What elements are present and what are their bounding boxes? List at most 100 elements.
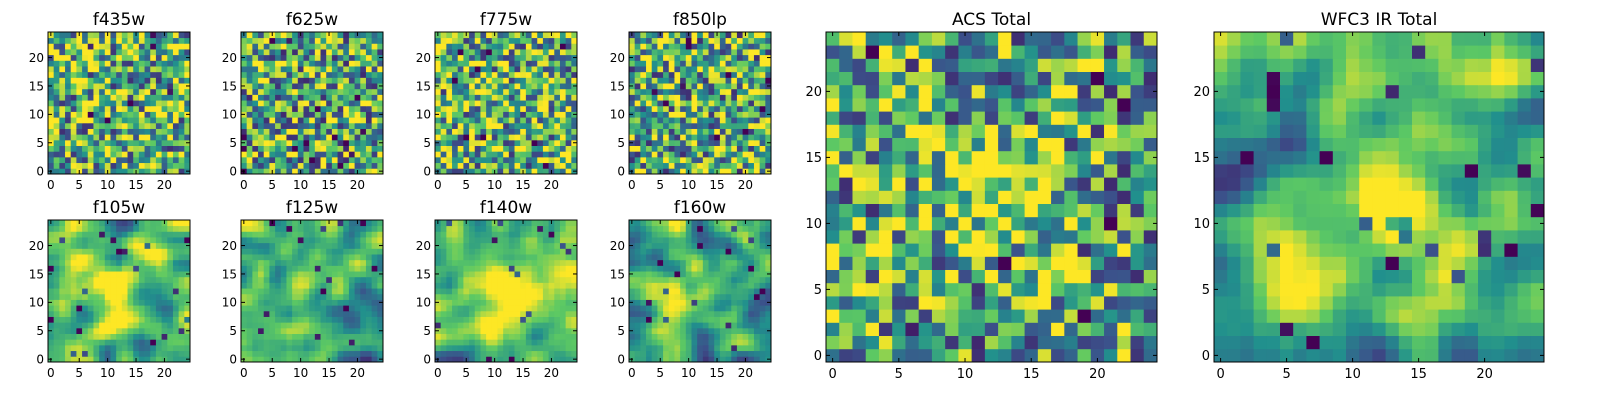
heatmap-cell	[725, 156, 732, 164]
heatmap-cell	[548, 43, 555, 50]
x-tick-label: 10	[293, 178, 308, 192]
heatmap-cell	[292, 322, 299, 329]
heatmap-cell	[360, 117, 367, 124]
heatmap-cell	[491, 105, 498, 112]
heatmap-cell	[474, 54, 481, 61]
heatmap-cell	[1332, 296, 1347, 310]
heatmap-cell	[503, 83, 510, 90]
heatmap-cell	[1464, 124, 1479, 138]
heatmap-cell	[48, 316, 55, 323]
heatmap-cell	[736, 60, 743, 67]
heatmap-cell	[292, 276, 299, 283]
heatmap-cell	[646, 77, 653, 84]
heatmap-cell	[87, 139, 94, 146]
heatmap-cell	[59, 322, 66, 329]
heatmap-cell	[258, 100, 265, 107]
heatmap-cell	[931, 150, 946, 165]
heatmap-cell	[133, 71, 140, 78]
heatmap-cell	[691, 105, 698, 112]
heatmap-cell	[1425, 124, 1439, 138]
heatmap-cell	[241, 350, 248, 357]
heatmap-cell	[520, 105, 527, 112]
heatmap-cell	[491, 156, 498, 164]
heatmap-cell	[1346, 296, 1360, 310]
heatmap-cell	[765, 66, 772, 73]
heatmap-cells	[1214, 32, 1545, 363]
heatmap-cell	[753, 66, 761, 73]
heatmap-cell	[110, 333, 117, 340]
heatmap-cell	[172, 162, 180, 169]
heatmap-cell	[1464, 256, 1479, 270]
heatmap-cell	[303, 100, 310, 107]
y-tick-label: 5	[36, 136, 44, 150]
heatmap-cell	[651, 100, 658, 107]
heatmap-cell	[918, 164, 933, 178]
heatmap-cell	[99, 316, 106, 323]
heatmap-cell	[155, 128, 162, 135]
heatmap-cell	[1090, 322, 1105, 336]
heatmap-cell	[133, 254, 140, 261]
heatmap-cell	[286, 83, 293, 90]
heatmap-cell	[371, 305, 378, 312]
heatmap-cell	[161, 299, 168, 306]
heatmap-cell	[172, 310, 180, 317]
heatmap-cell	[48, 322, 55, 329]
heatmap-cell	[178, 151, 185, 158]
heatmap-cell	[565, 151, 572, 158]
heatmap-cell	[1412, 177, 1426, 191]
heatmap-cell	[331, 282, 338, 289]
heatmap-cell	[463, 122, 470, 129]
heatmap-cell	[1077, 71, 1092, 86]
heatmap-cell	[497, 71, 504, 78]
heatmap-cell	[742, 71, 749, 78]
heatmap-cell	[765, 49, 772, 56]
heatmap-cell	[1130, 84, 1145, 99]
heatmap-cell	[548, 162, 555, 169]
heatmap-cell	[685, 71, 692, 78]
heatmap-cell	[354, 128, 361, 135]
heatmap-cell	[663, 88, 670, 95]
heatmap-cell	[708, 151, 715, 158]
heatmap-cell	[127, 77, 134, 84]
heatmap-cell	[680, 88, 687, 95]
heatmap-cell	[258, 54, 265, 61]
heatmap-cell	[70, 88, 77, 95]
heatmap-cell	[377, 100, 384, 107]
heatmap-cell	[53, 276, 60, 283]
heatmap-cell	[497, 134, 504, 141]
heatmap-cell	[138, 310, 145, 317]
heatmap-cell	[1090, 243, 1105, 257]
heatmap-cell	[1359, 216, 1373, 231]
heatmap-cell	[998, 335, 1012, 350]
x-tick-label: 15	[128, 366, 143, 380]
heatmap-cell	[486, 32, 493, 39]
heatmap-cell	[1372, 124, 1386, 138]
heatmap-cell	[520, 111, 527, 118]
heatmap-cell	[246, 271, 253, 278]
heatmap-cell	[753, 49, 761, 56]
heatmap-cell	[525, 77, 532, 84]
heatmap-cell	[87, 237, 94, 244]
heatmap-cell	[554, 122, 561, 129]
heatmap-cell	[172, 327, 180, 334]
heatmap-cell	[463, 111, 470, 118]
heatmap-cell	[303, 156, 310, 164]
heatmap-cell	[463, 83, 470, 90]
x-tick-label: 10	[100, 178, 115, 192]
heatmap-cell	[1064, 216, 1078, 231]
heatmap-cell	[1104, 71, 1118, 86]
heatmap-cell	[246, 288, 253, 295]
heatmap-cell	[537, 43, 544, 50]
heatmap-cell	[59, 88, 66, 95]
heatmap-cell	[548, 139, 555, 146]
heatmap-cell	[110, 49, 117, 56]
heatmap-cell	[508, 49, 515, 56]
heatmap-cell	[263, 88, 270, 95]
heatmap-cell	[269, 49, 276, 56]
heatmap-cell	[178, 168, 185, 175]
heatmap-cell	[719, 32, 726, 39]
heatmap-cell	[1227, 124, 1241, 138]
heatmap-cell	[958, 111, 973, 125]
heatmap-cell	[1385, 58, 1400, 72]
heatmap-cell	[1280, 84, 1294, 99]
